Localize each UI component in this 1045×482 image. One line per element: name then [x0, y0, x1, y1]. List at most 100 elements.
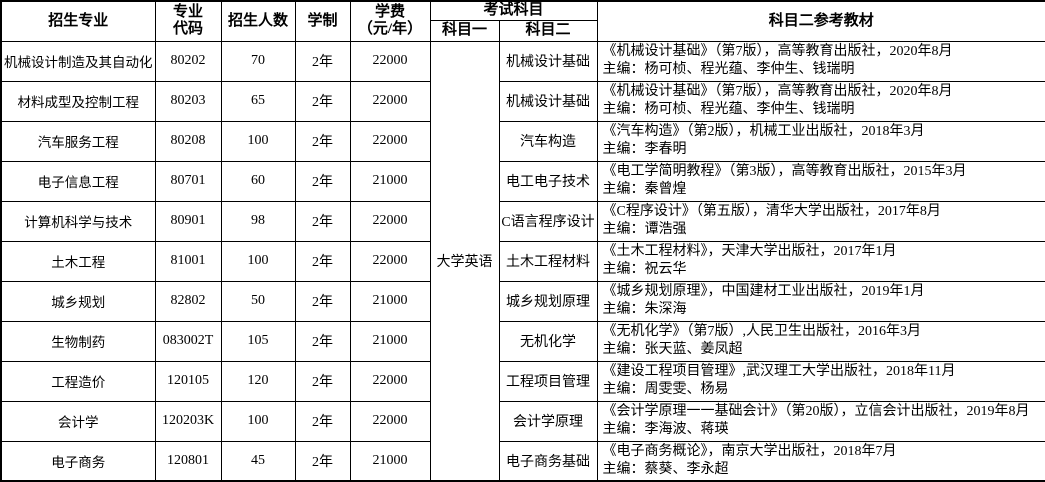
code-cell: 80208	[154, 120, 222, 162]
major-cell: 工程造价	[0, 360, 156, 402]
major-cell: 材料成型及控制工程	[0, 80, 156, 122]
code-cell: 80203	[154, 80, 222, 122]
col-header-subject2: 科目二	[498, 19, 598, 42]
table-row: 工程造价 120105 120 2年 22000 工程项目管理 《建设工程项目管…	[0, 360, 1045, 402]
count-cell: 100	[220, 240, 296, 282]
col-header-tuition-line1: 学费	[374, 4, 405, 21]
col-header-textbook: 科目二参考教材	[596, 0, 1045, 42]
table-row: 机械设计制造及其自动化 80202 70 2年 22000 大学英语 机械设计基…	[0, 40, 1045, 482]
tuition-cell: 22000	[349, 360, 431, 402]
count-cell: 50	[220, 280, 296, 322]
count-cell: 65	[220, 80, 296, 122]
textbook-line1: 《建设工程项目管理》,武汉理工大学出版社，2018年11月	[602, 364, 956, 379]
subject2-cell: 土木工程材料	[498, 240, 598, 282]
tuition-cell: 21000	[349, 440, 431, 482]
subject2-cell: 机械设计基础	[498, 80, 598, 122]
count-cell: 120	[220, 360, 296, 402]
duration-cell: 2年	[294, 360, 351, 402]
count-cell: 105	[220, 320, 296, 362]
major-cell: 土木工程	[0, 240, 156, 282]
textbook-line2: 主编：张天蓝、姜凤超	[602, 342, 743, 357]
major-cell: 机械设计制造及其自动化	[0, 40, 156, 82]
textbook-line2: 主编：周雯雯、杨易	[602, 382, 729, 397]
duration-cell: 2年	[294, 440, 351, 482]
textbook-line1: 《电工学简明教程》（第3版），高等教育出版社，2015年3月	[602, 164, 967, 179]
textbook-line2: 主编：李春明	[602, 142, 687, 157]
textbook-cell: 《电工学简明教程》（第3版），高等教育出版社，2015年3月 主编：秦曾煌	[596, 160, 1045, 202]
code-cell: 80202	[154, 40, 222, 82]
textbook-line1: 《电子商务概论》，南京大学出版社，2018年7月	[602, 443, 897, 459]
table-row: 城乡规划 82802 50 2年 21000 城乡规划原理 《城乡规划原理》，中…	[0, 280, 1045, 322]
textbook-line1: 《土木工程材料》，天津大学出版社，2017年1月	[602, 244, 897, 259]
table-row: 计算机科学与技术 80901 98 2年 22000 C语言程序设计 《C程序设…	[0, 200, 1045, 242]
subject2-cell: 电工电子技术	[498, 160, 598, 202]
duration-cell: 2年	[294, 320, 351, 362]
textbook-line1: 《机械设计基础》（第7版），高等教育出版社，2020年8月	[602, 84, 953, 99]
major-cell: 城乡规划	[0, 280, 156, 322]
textbook-line2: 主编：李海波、蒋瑛	[602, 422, 729, 437]
textbook-line2: 主编：祝云华	[602, 262, 687, 277]
code-cell: 82802	[154, 280, 222, 322]
textbook-line2: 主编：杨可桢、程光蕴、李仲生、钱瑞明	[602, 62, 855, 77]
textbook-line2: 主编：谭浩强	[602, 222, 687, 237]
col-header-code-line2: 代码	[172, 21, 203, 38]
code-cell: 120105	[154, 360, 222, 402]
duration-cell: 2年	[294, 200, 351, 242]
textbook-cell: 《土木工程材料》，天津大学出版社，2017年1月 主编：祝云华	[596, 240, 1045, 282]
textbook-cell: 《建设工程项目管理》,武汉理工大学出版社，2018年11月 主编：周雯雯、杨易	[596, 360, 1045, 402]
count-cell: 100	[220, 120, 296, 162]
count-cell: 100	[220, 400, 296, 442]
table-row: 汽车服务工程 80208 100 2年 22000 汽车构造 《汽车构造》（第2…	[0, 120, 1045, 162]
textbook-cell: 《机械设计基础》（第7版），高等教育出版社，2020年8月 主编：杨可桢、程光蕴…	[596, 40, 1045, 82]
major-cell: 会计学	[0, 400, 156, 442]
major-cell: 汽车服务工程	[0, 120, 156, 162]
textbook-cell: 《城乡规划原理》，中国建材工业出版社，2019年1月 主编：朱深海	[596, 280, 1045, 322]
subject2-cell: 工程项目管理	[498, 360, 598, 402]
tuition-cell: 21000	[349, 320, 431, 362]
col-header-subject1: 科目一	[429, 19, 500, 42]
table-row: 材料成型及控制工程 80203 65 2年 22000 机械设计基础 《机械设计…	[0, 80, 1045, 122]
tuition-cell: 22000	[349, 400, 431, 442]
duration-cell: 2年	[294, 120, 351, 162]
duration-cell: 2年	[294, 240, 351, 282]
major-cell: 计算机科学与技术	[0, 200, 156, 242]
col-header-tuition-line2: （元/年）	[357, 21, 423, 38]
textbook-cell: 《无机化学》（第7版）,人民卫生出版社，2016年3月 主编：张天蓝、姜凤超	[596, 320, 1045, 362]
col-header-major: 招生专业	[0, 0, 156, 42]
tuition-cell: 22000	[349, 200, 431, 242]
table-row: 土木工程 81001 100 2年 22000 土木工程材料 《土木工程材料》，…	[0, 240, 1045, 282]
textbook-line1: 《会计学原理一一基础会计》（第20版），立信会计出版社，2019年8月	[602, 404, 1030, 419]
textbook-cell: 《汽车构造》（第2版），机械工业出版社，2018年3月 主编：李春明	[596, 120, 1045, 162]
tuition-cell: 22000	[349, 240, 431, 282]
code-cell: 80901	[154, 200, 222, 242]
textbook-line1: 《无机化学》（第7版）,人民卫生出版社，2016年3月	[602, 324, 922, 339]
col-header-code-line1: 专业	[172, 4, 203, 21]
subject2-cell: C语言程序设计	[498, 200, 598, 242]
duration-cell: 2年	[294, 400, 351, 442]
major-cell: 生物制药	[0, 320, 156, 362]
textbook-line2: 主编：朱深海	[602, 302, 687, 317]
duration-cell: 2年	[294, 280, 351, 322]
table-row: 电子商务 120801 45 2年 21000 电子商务基础 《电子商务概论》，…	[0, 440, 1045, 482]
tuition-cell: 22000	[349, 80, 431, 122]
tuition-cell: 22000	[349, 40, 431, 82]
duration-cell: 2年	[294, 160, 351, 202]
major-cell: 电子信息工程	[0, 160, 156, 202]
code-cell: 81001	[154, 240, 222, 282]
major-cell: 电子商务	[0, 440, 156, 482]
col-header-exam-subjects: 考试科目	[429, 0, 598, 21]
code-cell: 120203K	[154, 400, 222, 442]
col-header-code: 专业 代码	[154, 0, 222, 42]
subject2-cell: 会计学原理	[498, 400, 598, 442]
col-header-duration: 学制	[294, 0, 351, 42]
textbook-line1: 《机械设计基础》（第7版），高等教育出版社，2020年8月	[602, 44, 953, 59]
textbook-cell: 《C程序设计》（第五版），清华大学出版社，2017年8月 主编：谭浩强	[596, 200, 1045, 242]
col-header-count: 招生人数	[220, 0, 296, 42]
tuition-cell: 22000	[349, 120, 431, 162]
count-cell: 98	[220, 200, 296, 242]
table-row: 电子信息工程 80701 60 2年 21000 电工电子技术 《电工学简明教程…	[0, 160, 1045, 202]
table-row: 会计学 120203K 100 2年 22000 会计学原理 《会计学原理一一基…	[0, 400, 1045, 442]
textbook-cell: 《会计学原理一一基础会计》（第20版），立信会计出版社，2019年8月 主编：李…	[596, 400, 1045, 442]
